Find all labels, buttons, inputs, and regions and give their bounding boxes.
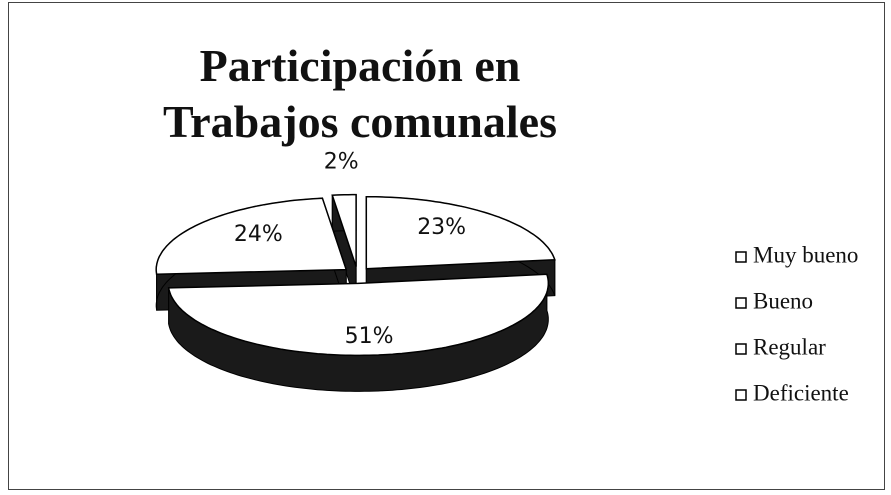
chart-frame <box>8 2 885 490</box>
slice <box>331 193 357 267</box>
chart-title: Participación en Trabajos comunales <box>163 40 557 147</box>
data-label: 24% <box>234 222 283 247</box>
legend-marker <box>735 297 747 309</box>
legend-marker <box>735 389 747 401</box>
legend-marker <box>735 343 747 355</box>
legend-marker <box>735 251 747 263</box>
data-label: 23% <box>417 215 466 240</box>
slice <box>167 273 550 357</box>
legend-label: Regular <box>753 334 826 359</box>
legend-label: Bueno <box>753 288 813 313</box>
slice <box>365 195 556 270</box>
legend-label: Muy bueno <box>753 242 858 267</box>
data-label: 51% <box>345 324 394 349</box>
data-label: 2% <box>324 149 359 174</box>
slice <box>155 197 348 275</box>
legend-label: Deficiente <box>753 380 849 405</box>
